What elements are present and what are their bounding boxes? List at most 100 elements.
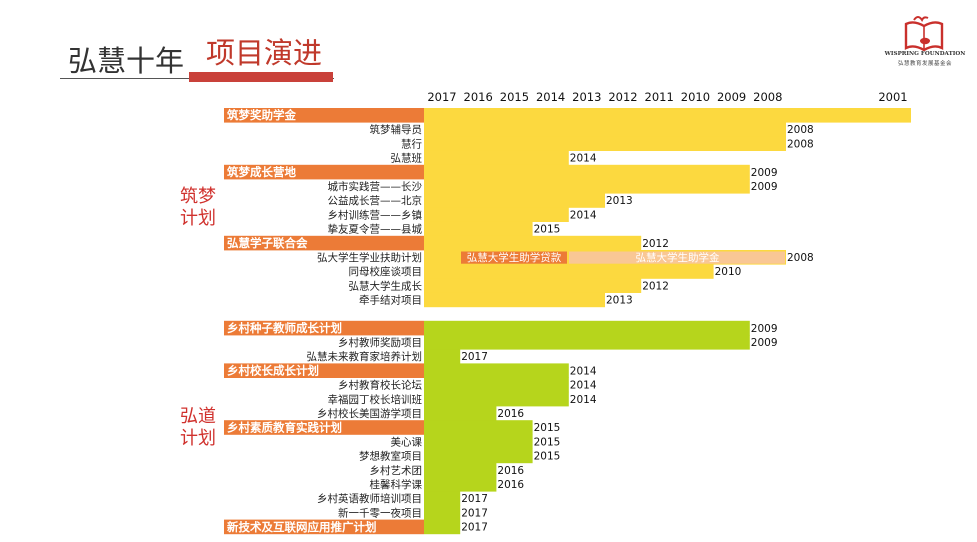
category-header-bg bbox=[224, 363, 424, 378]
project-row-label: 乡村英语教师培训项目 bbox=[317, 492, 422, 505]
plan-label-line: 计划 bbox=[180, 208, 216, 229]
project-row-label: 筑梦辅导员 bbox=[370, 123, 423, 136]
year-tick-label: 2014 bbox=[536, 90, 565, 104]
timeline-bar bbox=[424, 462, 497, 478]
timeline-bar bbox=[424, 406, 497, 421]
project-row-label: 弘慧未来教育家培养计划 bbox=[307, 350, 423, 363]
timeline-bar bbox=[424, 292, 605, 308]
start-year-label: 2017 bbox=[461, 507, 488, 519]
project-row-label: 乡村艺术团 bbox=[370, 464, 423, 477]
timeline-segment bbox=[569, 251, 785, 264]
start-year-label: 2015 bbox=[534, 436, 561, 448]
plan-label-line: 弘道 bbox=[180, 406, 216, 427]
project-row-label: 弘大学生学业扶助计划 bbox=[317, 251, 422, 264]
plan-label-hongdao: 弘道 计划 bbox=[180, 406, 220, 450]
timeline-bar bbox=[424, 391, 569, 407]
timeline-bar bbox=[424, 278, 642, 293]
year-tick-label: 2017 bbox=[427, 90, 456, 104]
start-year-label: 2014 bbox=[570, 209, 597, 221]
project-row-label: 同母校座谈项目 bbox=[349, 265, 423, 278]
year-tick-label: 2008 bbox=[753, 90, 782, 104]
project-row-label: 慧行 bbox=[401, 137, 422, 150]
year-tick-label: 2001 bbox=[878, 90, 907, 104]
start-year-label: 2015 bbox=[534, 224, 561, 236]
project-row-label: 梦想教室项目 bbox=[359, 450, 422, 463]
start-year-label: 2012 bbox=[642, 280, 669, 292]
timeline-bar bbox=[424, 207, 569, 222]
category-header-label: 筑梦奖助学金 bbox=[227, 108, 296, 122]
start-year-label: 2014 bbox=[570, 365, 597, 377]
start-year-label: 2009 bbox=[751, 181, 778, 193]
start-year-label: 2017 bbox=[461, 351, 488, 363]
category-header-bg bbox=[224, 420, 424, 435]
plan-label-line: 筑梦 bbox=[180, 186, 216, 207]
category-header-label: 筑梦成长营地 bbox=[227, 165, 296, 179]
start-year-label: 2013 bbox=[606, 195, 633, 207]
project-row-label: 公益成长营——北京 bbox=[328, 194, 423, 207]
start-year-label: 2009 bbox=[751, 167, 778, 179]
category-header-label: 乡村种子教师成长计划 bbox=[227, 321, 342, 335]
project-row-label: 新一千零一夜项目 bbox=[338, 506, 422, 519]
timeline-bar bbox=[424, 519, 461, 535]
timeline-bar bbox=[424, 122, 786, 137]
timeline-bar bbox=[424, 108, 911, 123]
start-year-label: 2009 bbox=[751, 337, 778, 349]
segment-label: 弘慧大学生助学金 bbox=[636, 251, 720, 264]
timeline-bar bbox=[424, 448, 533, 464]
title-accent-bar bbox=[189, 72, 333, 82]
timeline-bar bbox=[424, 235, 642, 251]
page-subtitle: 项目演进 bbox=[206, 36, 323, 70]
category-header-bg bbox=[224, 164, 424, 180]
plan-label-line: 计划 bbox=[180, 428, 216, 449]
year-tick-label: 2016 bbox=[464, 90, 493, 104]
timeline-bar bbox=[424, 363, 569, 378]
start-year-label: 2016 bbox=[497, 479, 524, 491]
timeline-bar bbox=[424, 150, 569, 166]
start-year-label: 2016 bbox=[497, 408, 524, 420]
timeline-bar bbox=[424, 179, 750, 194]
project-row-label: 挚友夏令营——县城 bbox=[328, 223, 423, 236]
category-header-label: 弘慧学子联合会 bbox=[227, 236, 308, 250]
start-year-label: 2014 bbox=[570, 153, 597, 165]
timeline-bar bbox=[424, 320, 750, 336]
year-tick-label: 2011 bbox=[645, 90, 674, 104]
book-heart-logo-icon bbox=[904, 16, 944, 52]
project-row-label: 乡村教师奖励项目 bbox=[338, 336, 422, 349]
project-row-label: 城市实践营——长沙 bbox=[328, 180, 423, 193]
category-header-label: 乡村素质教育实践计划 bbox=[227, 420, 342, 434]
timeline-bar bbox=[424, 377, 569, 393]
category-header-bg bbox=[224, 235, 424, 251]
project-row-label: 桂馨科学课 bbox=[370, 478, 423, 491]
timeline-bar bbox=[424, 335, 750, 350]
year-tick-label: 2012 bbox=[608, 90, 637, 104]
year-tick-label: 2015 bbox=[500, 90, 529, 104]
start-year-label: 2009 bbox=[751, 323, 778, 335]
timeline-bar bbox=[424, 136, 786, 151]
logo-text-cn: 弘慧教育发展基金会 bbox=[897, 61, 952, 67]
timeline-bar bbox=[424, 420, 533, 435]
timeline-bar bbox=[424, 221, 533, 237]
project-row-label: 牵手结对项目 bbox=[359, 294, 422, 307]
start-year-label: 2017 bbox=[461, 493, 488, 505]
start-year-label: 2014 bbox=[570, 394, 597, 406]
start-year-label: 2010 bbox=[715, 266, 742, 278]
project-row-label: 弘慧大学生成长 bbox=[349, 279, 423, 292]
plan-label-zhumeng: 筑梦 计划 bbox=[180, 186, 220, 230]
category-header-bg bbox=[224, 320, 424, 336]
start-year-label: 2017 bbox=[461, 522, 488, 534]
start-year-label: 2015 bbox=[534, 422, 561, 434]
category-header-label: 新技术及互联网应用推广计划 bbox=[227, 520, 377, 534]
start-year-label: 2014 bbox=[570, 380, 597, 392]
timeline-bar bbox=[424, 193, 605, 208]
logo-text-en: WISPRING FOUNDATION bbox=[884, 51, 966, 57]
segment-label: 弘慧大学生助学贷款 bbox=[467, 251, 562, 264]
start-year-label: 2008 bbox=[787, 138, 814, 150]
project-row-label: 乡村训练营——乡镇 bbox=[328, 208, 423, 221]
timeline-bar bbox=[424, 264, 714, 279]
timeline-bar bbox=[424, 505, 461, 520]
start-year-label: 2013 bbox=[606, 295, 633, 307]
start-year-label: 2015 bbox=[534, 451, 561, 463]
category-header-label: 乡村校长成长计划 bbox=[227, 364, 319, 378]
project-row-label: 乡村教育校长论坛 bbox=[338, 379, 422, 392]
year-tick-label: 2009 bbox=[717, 90, 746, 104]
